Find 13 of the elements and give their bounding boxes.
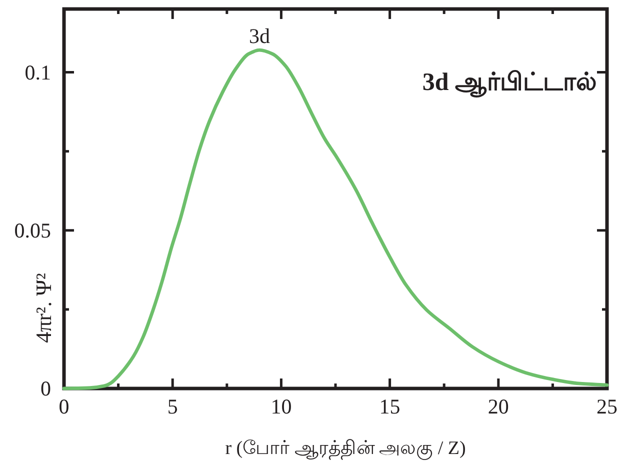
x-tick-label: 5 [167,394,178,418]
y-tick-label: 0 [40,376,51,400]
y-tick-label: 0.05 [14,218,51,242]
xlabel: r (போர் ஆரத்தின் அலகு / Z) [225,438,466,459]
title: 3d ஆர்பிட்டால் [422,69,597,96]
y-tick-label: 0.1 [24,60,51,84]
annotation: 3d [248,24,270,48]
ylabel: 4πr². Ψ² [31,273,56,343]
x-tick-label: 10 [270,394,292,418]
x-tick-label: 15 [379,394,400,418]
x-tick-label: 0 [58,394,70,418]
x-tick-label: 25 [596,394,618,418]
x-tick-label: 20 [488,394,509,418]
